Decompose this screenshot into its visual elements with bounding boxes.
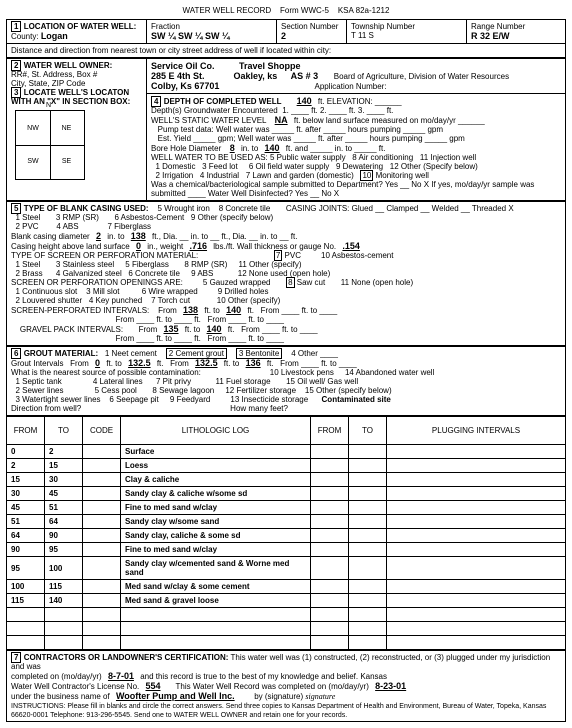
section-box-diagram: N NW NE SW SE	[15, 110, 85, 180]
section-1-location: 1 LOCATION OF WATER WELL: County: Logan …	[6, 19, 566, 58]
litholog-row	[7, 622, 566, 636]
litholog-row: 95100Sandy clay w/cemented sand & Worne …	[7, 557, 566, 580]
litholog-row: 3045Sandy clay & caliche w/some sd	[7, 487, 566, 501]
section-7-certification: 7 CONTRACTORS OR LANDOWNER'S CERTIFICATI…	[6, 650, 566, 722]
litholog-row: 4551Fine to med sand w/clay	[7, 501, 566, 515]
litholog-row: 5164Sandy clay w/some sand	[7, 515, 566, 529]
litholog-row: 115140Med sand & gravel loose	[7, 594, 566, 608]
litholog-header: FROM	[7, 417, 45, 445]
litholog-header: CODE	[83, 417, 121, 445]
litholog-row: 1530Clay & caliche	[7, 473, 566, 487]
litholog-row: 215Loess	[7, 459, 566, 473]
section-2-3-4: 2 WATER WELL OWNER: RR#, St. Address, Bo…	[6, 58, 566, 201]
litholog-row	[7, 636, 566, 650]
litholog-row	[7, 608, 566, 622]
litholog-row: 100115Med sand w/clay & some cement	[7, 580, 566, 594]
litholog-row: 02Surface	[7, 445, 566, 459]
form-header-row: WATER WELL RECORD Form WWC-5 KSA 82a-121…	[6, 6, 566, 15]
section-5-casing: 5 TYPE OF BLANK CASING USED: 5 Wrought i…	[6, 201, 566, 346]
lithologic-log-table: FROMTOCODELITHOLOGIC LOGFROMTOPLUGGING I…	[6, 416, 566, 650]
litholog-row: 9095Fine to med sand w/clay	[7, 543, 566, 557]
litholog-header: PLUGGING INTERVALS	[387, 417, 566, 445]
litholog-header: TO	[45, 417, 83, 445]
litholog-header: TO	[349, 417, 387, 445]
litholog-header: LITHOLOGIC LOG	[121, 417, 311, 445]
litholog-row: 6490Sandy clay, caliche & some sd	[7, 529, 566, 543]
sec1-title: 1 LOCATION OF WATER WELL:	[11, 21, 136, 32]
litholog-header: FROM	[311, 417, 349, 445]
section-6-grout: 6 GROUT MATERIAL: 1 Neet cement 2 Cement…	[6, 346, 566, 416]
